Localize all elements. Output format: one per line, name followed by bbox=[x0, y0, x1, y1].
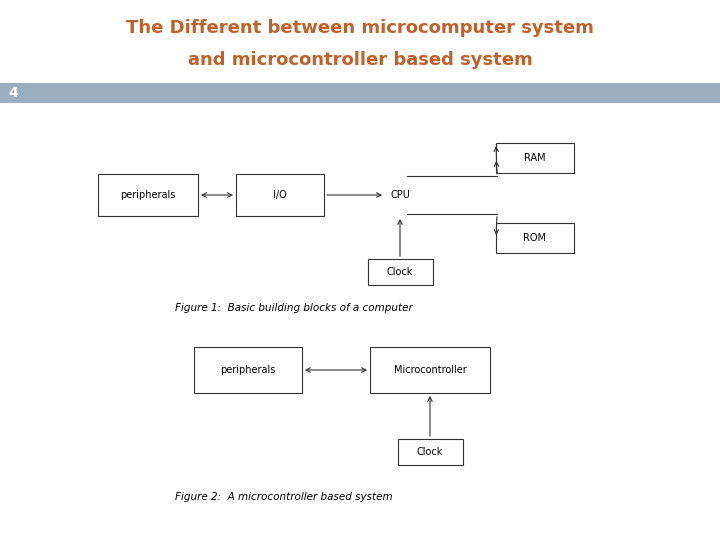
Bar bbox=[98, 174, 198, 216]
Text: Clock: Clock bbox=[417, 447, 444, 457]
Bar bbox=[397, 439, 462, 465]
Text: Figure 2:  A microcontroller based system: Figure 2: A microcontroller based system bbox=[175, 492, 392, 502]
Text: peripherals: peripherals bbox=[120, 190, 176, 200]
Bar bbox=[367, 259, 433, 285]
Text: and microcontroller based system: and microcontroller based system bbox=[188, 51, 532, 69]
Bar bbox=[0, 83, 720, 103]
Bar bbox=[496, 143, 574, 173]
Text: peripherals: peripherals bbox=[220, 365, 276, 375]
Bar bbox=[194, 347, 302, 393]
Bar bbox=[236, 174, 324, 216]
Bar bbox=[370, 347, 490, 393]
Text: The Different between microcomputer system: The Different between microcomputer syst… bbox=[126, 19, 594, 37]
Text: CPU: CPU bbox=[390, 190, 410, 200]
Text: RAM: RAM bbox=[524, 153, 546, 163]
Text: ROM: ROM bbox=[523, 233, 546, 243]
Text: Microcontroller: Microcontroller bbox=[394, 365, 467, 375]
Text: Clock: Clock bbox=[387, 267, 413, 277]
Text: 4: 4 bbox=[8, 86, 18, 100]
Text: I/O: I/O bbox=[273, 190, 287, 200]
Bar bbox=[496, 223, 574, 253]
Text: Figure 1:  Basic building blocks of a computer: Figure 1: Basic building blocks of a com… bbox=[175, 303, 413, 313]
